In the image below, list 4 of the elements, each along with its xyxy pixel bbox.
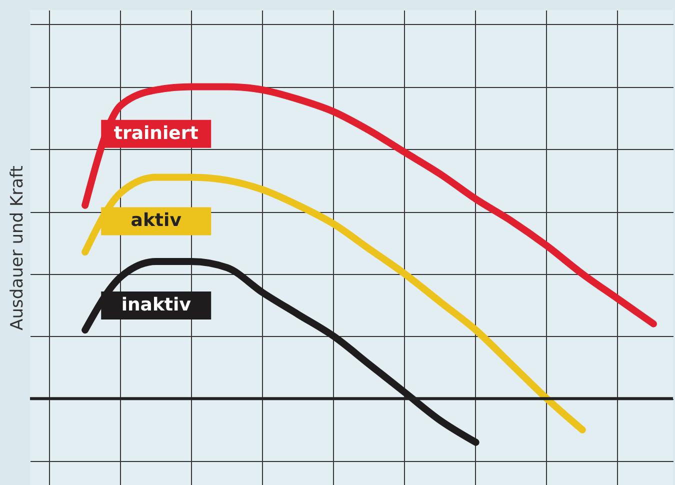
series-label: aktiv bbox=[130, 210, 182, 232]
series-label: inaktiv bbox=[121, 294, 192, 316]
series-label: trainiert bbox=[114, 122, 199, 144]
y-axis-title: Ausdauer und Kraft bbox=[8, 165, 28, 330]
